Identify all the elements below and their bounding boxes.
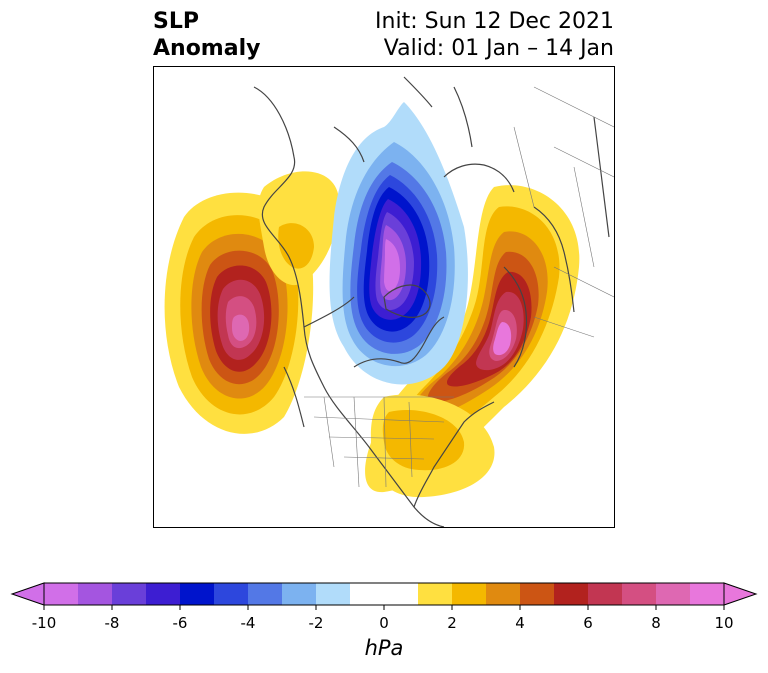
borders (304, 86, 614, 488)
colorbar-svg: -10 -8 -6 -4 -2 0 2 4 6 8 10 (10, 582, 758, 632)
colorbar-tick-label: 0 (379, 614, 389, 632)
pacific-high-anomaly (164, 192, 314, 434)
colorbar-swatch (350, 583, 385, 605)
colorbar-swatch (384, 583, 419, 605)
colorbar-swatch (690, 583, 725, 605)
colorbar-swatch (588, 583, 623, 605)
colorbar-tick-label: -2 (309, 614, 324, 632)
colorbar-swatch (146, 583, 181, 605)
colorbar-unit-label: hPa (364, 636, 404, 660)
colorbar-swatch (622, 583, 657, 605)
arctic-low-anomaly (329, 102, 468, 385)
valid-range: Valid: 01 Jan – 14 Jan (383, 36, 614, 61)
colorbar-swatch (78, 583, 113, 605)
colorbar-swatch (486, 583, 521, 605)
colorbar-swatch (316, 583, 351, 605)
colorbar-tick-label: 10 (714, 614, 733, 632)
colorbar-tick-label: 4 (515, 614, 525, 632)
map-title: SLP Anomaly (153, 8, 260, 62)
colorbar-swatch (248, 583, 283, 605)
colorbar-swatch (112, 583, 147, 605)
colorbar-tick-label: -10 (32, 614, 57, 632)
coastlines (253, 76, 610, 527)
colorbar-swatch (282, 583, 317, 605)
title-subtitle: Anomaly (153, 36, 261, 61)
title-variable: SLP (153, 9, 199, 34)
colorbar-arrow-min (10, 582, 45, 606)
colorbar-swatch (44, 583, 79, 605)
colorbar-tick-label: -4 (241, 614, 256, 632)
colorbar-tick-label: 6 (583, 614, 593, 632)
colorbar-tick-label: 8 (651, 614, 661, 632)
colorbar-swatch (554, 583, 589, 605)
colorbar-swatch (520, 583, 555, 605)
colorbar-tick-label: -8 (105, 614, 120, 632)
colorbar-swatch (180, 583, 215, 605)
canada-high-anomaly (258, 171, 339, 286)
colorbar-swatch (418, 583, 453, 605)
forecast-info: Init: Sun 12 Dec 2021 Valid: 01 Jan – 14… (375, 8, 614, 62)
slp-anomaly-map (153, 66, 615, 528)
colorbar-swatch (214, 583, 249, 605)
colorbar-swatch (452, 583, 487, 605)
colorbar-tick-label: 2 (447, 614, 457, 632)
colorbar-swatch (656, 583, 691, 605)
init-date: Init: Sun 12 Dec 2021 (375, 9, 614, 34)
colorbar-tick-label: -6 (173, 614, 188, 632)
colorbar: -10 -8 -6 -4 -2 0 2 4 6 8 10 (10, 578, 758, 668)
colorbar-arrow-max (723, 582, 758, 606)
map-canvas (154, 67, 614, 527)
